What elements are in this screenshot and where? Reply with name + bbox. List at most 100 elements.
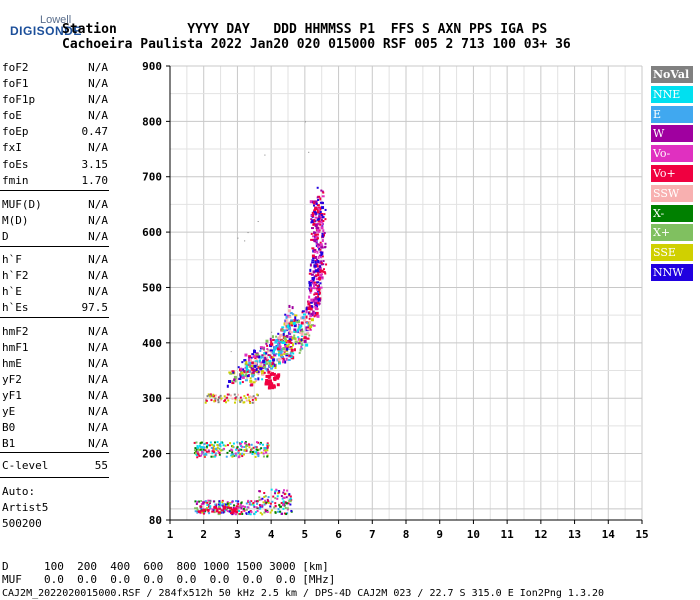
x-tick-label: 15 xyxy=(635,528,648,541)
echo-point xyxy=(259,505,262,508)
x-tick-label: 10 xyxy=(467,528,480,541)
echo-point xyxy=(227,399,230,402)
echo-point xyxy=(210,446,213,449)
echo-point xyxy=(215,508,218,511)
echo-point xyxy=(244,379,248,382)
echo-point xyxy=(244,374,248,378)
echo-point xyxy=(282,341,286,344)
echo-point xyxy=(226,396,229,399)
echo-point xyxy=(260,451,263,454)
echo-point xyxy=(213,441,216,444)
param-name: foE xyxy=(2,109,22,122)
echo-point xyxy=(205,450,208,453)
echo-point xyxy=(212,500,215,503)
echo-point xyxy=(320,276,324,279)
echo-point xyxy=(305,310,308,314)
echo-point xyxy=(289,335,293,338)
echo-point xyxy=(320,220,323,223)
echo-point xyxy=(308,317,311,320)
echo-point xyxy=(309,290,312,294)
echo-point xyxy=(223,503,226,506)
echo-point xyxy=(244,240,246,242)
footer-file-line: CAJ2M_2022020015000.RSF / 284fx512h 50 k… xyxy=(2,588,605,599)
echo-point xyxy=(282,504,285,507)
echo-point xyxy=(273,364,276,368)
echo-point xyxy=(313,249,317,253)
param-row: yF1 N/A xyxy=(2,388,108,404)
echo-point xyxy=(219,398,222,401)
echo-point xyxy=(315,243,318,246)
echo-point xyxy=(317,273,320,277)
echo-point xyxy=(277,374,281,378)
echo-point xyxy=(243,359,247,362)
echo-point xyxy=(246,374,249,377)
echo-point xyxy=(236,377,239,380)
echo-point xyxy=(212,444,215,447)
echo-point xyxy=(282,349,286,352)
echo-point xyxy=(222,444,225,447)
echo-point xyxy=(215,449,218,452)
echo-point xyxy=(240,505,243,508)
param-name: fxI xyxy=(2,141,22,154)
echo-point xyxy=(214,455,217,458)
echo-point xyxy=(270,382,274,386)
echo-point xyxy=(288,340,292,344)
echo-point xyxy=(238,452,241,455)
echo-point xyxy=(195,450,198,453)
y-tick-label: 300 xyxy=(142,392,162,405)
echo-point xyxy=(218,507,222,510)
echo-point xyxy=(316,302,320,306)
echo-point xyxy=(290,348,294,352)
echo-point xyxy=(325,263,328,266)
x-tick-label: 12 xyxy=(534,528,547,541)
echo-point xyxy=(308,328,312,331)
echo-point xyxy=(293,334,296,337)
param-name: hmF2 xyxy=(2,325,29,338)
echo-point xyxy=(301,310,305,313)
echo-point xyxy=(240,442,243,445)
echo-point xyxy=(226,393,229,396)
echo-point xyxy=(282,501,285,504)
param-value: 55 xyxy=(94,459,108,472)
echo-point xyxy=(287,343,290,346)
echo-point xyxy=(291,336,294,340)
echo-point xyxy=(247,499,250,502)
echo-point xyxy=(238,509,241,512)
echo-point xyxy=(267,350,270,353)
echo-point xyxy=(318,210,321,213)
echo-point xyxy=(266,368,269,371)
echo-point xyxy=(248,399,251,402)
echo-point xyxy=(308,301,311,304)
echo-point xyxy=(286,347,289,351)
echo-point xyxy=(318,222,321,225)
param-value: N/A xyxy=(88,389,108,402)
param-value: N/A xyxy=(88,373,108,386)
echo-point xyxy=(234,507,238,510)
echo-point xyxy=(209,441,212,444)
echo-point xyxy=(248,446,251,449)
echo-point xyxy=(318,212,322,215)
echo-point xyxy=(298,326,301,330)
param-row: h`F N/A xyxy=(2,252,108,268)
echo-point xyxy=(198,449,201,452)
echo-point xyxy=(274,504,277,507)
echo-point xyxy=(265,360,268,363)
echo-point xyxy=(231,453,234,456)
echo-point xyxy=(290,498,293,501)
legend-item-nne: NNE xyxy=(651,85,693,103)
echo-point xyxy=(273,347,277,351)
echo-point xyxy=(321,273,324,276)
echo-point xyxy=(205,453,208,456)
echo-point xyxy=(219,449,222,452)
echo-point xyxy=(214,507,218,510)
echo-point xyxy=(235,396,238,399)
echo-point xyxy=(244,362,248,366)
echo-point xyxy=(283,330,286,333)
echo-point xyxy=(310,318,314,322)
echo-point xyxy=(295,330,298,333)
echo-point xyxy=(259,346,263,349)
param-name: hmE xyxy=(2,357,22,370)
echo-point xyxy=(311,276,314,280)
echo-point xyxy=(276,376,280,380)
echo-point xyxy=(285,334,289,338)
